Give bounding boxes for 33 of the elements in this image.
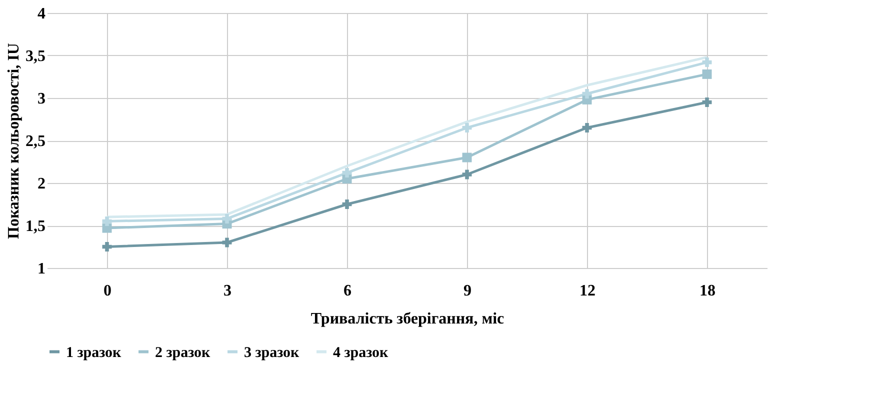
point: [342, 200, 352, 209]
point: [702, 69, 712, 79]
point: [582, 89, 592, 98]
point: [102, 242, 112, 252]
x-tick-label: 9: [464, 282, 472, 300]
point: [462, 152, 472, 162]
x-axis-title: Тривалість зберігання, міс: [310, 310, 504, 328]
point: [222, 214, 232, 224]
x-tick-label: 18: [700, 282, 716, 300]
y-tick-label: 2,5: [26, 133, 46, 150]
x-tick-label: 6: [344, 282, 352, 300]
legend-label: 1 зразок: [66, 344, 122, 361]
x-tick-label: 3: [224, 282, 232, 300]
point: [582, 123, 592, 132]
x-tick-label: 12: [580, 282, 596, 300]
legend-label: 2 зразок: [155, 344, 211, 361]
point: [462, 170, 472, 180]
y-tick-label: 3: [38, 90, 46, 108]
y-tick-label: 1,5: [26, 218, 46, 235]
point: [702, 58, 712, 68]
y-tick-label: 2: [38, 176, 46, 192]
y-tick-label: 4: [38, 6, 46, 22]
point: [702, 98, 712, 107]
y-axis-title: Показник кольоровості, IU: [6, 42, 22, 239]
legend-label: 3 зразок: [244, 344, 300, 361]
legend-label: 4 зразок: [333, 344, 389, 361]
y-tick-label: 3,5: [26, 48, 46, 65]
point: [222, 238, 232, 248]
y-tick-label: 1: [38, 260, 46, 278]
point: [102, 216, 112, 226]
x-tick-label: 0: [104, 282, 112, 300]
point: [342, 168, 352, 178]
point: [462, 123, 472, 132]
